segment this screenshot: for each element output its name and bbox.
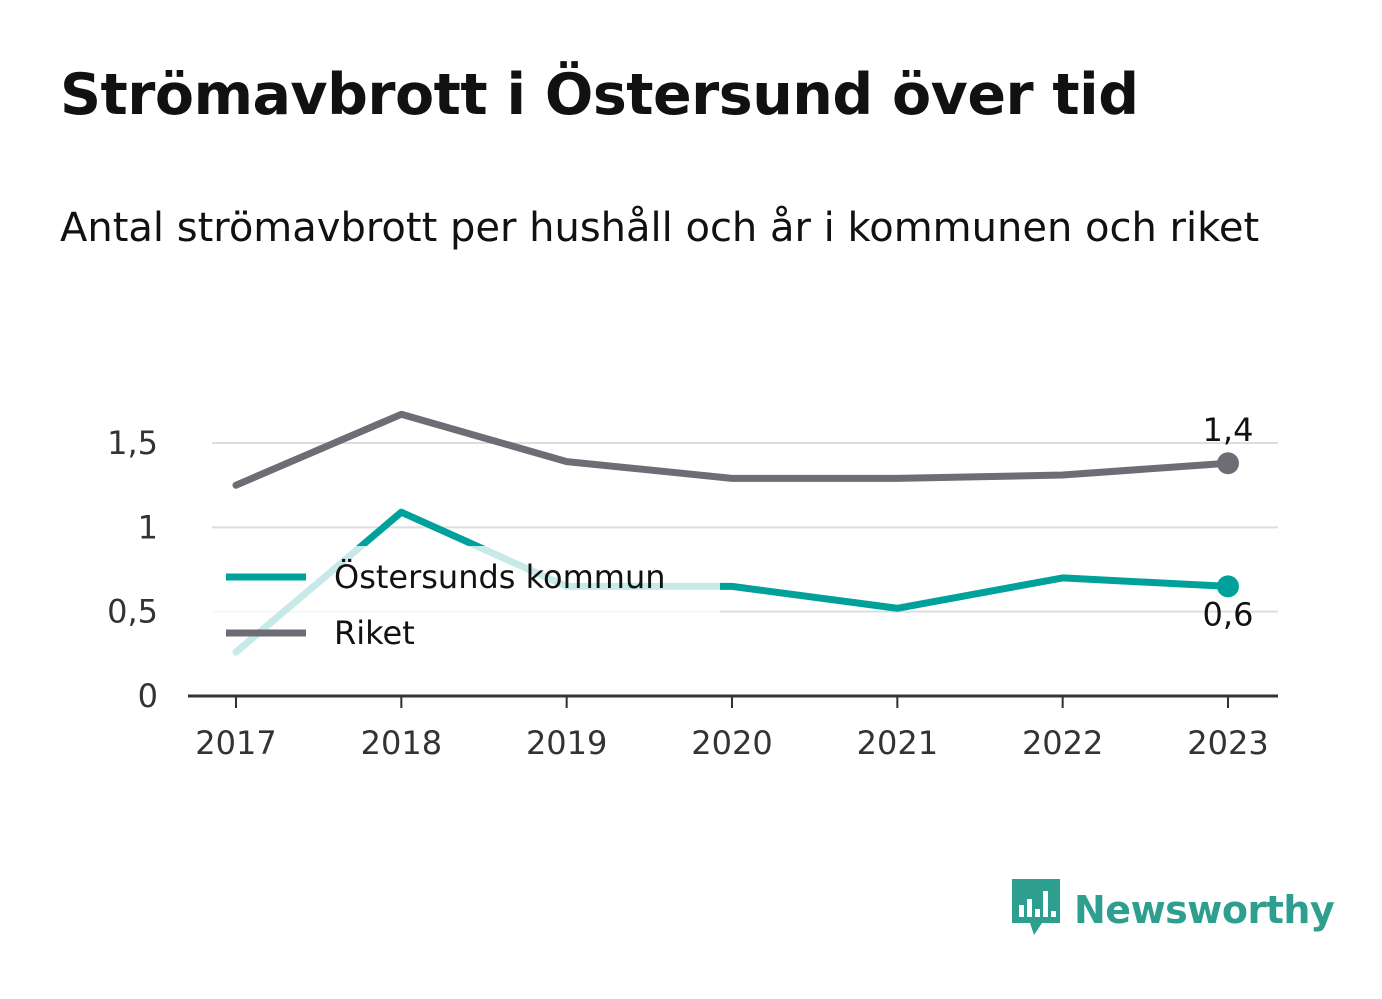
y-tick-label: 1 xyxy=(138,508,158,546)
series-end-point-riket xyxy=(1217,452,1239,475)
legend-label: Östersunds kommun xyxy=(334,558,666,596)
y-tick-label: 1,5 xyxy=(107,424,158,462)
legend: Östersunds kommun Riket xyxy=(212,546,720,664)
newsworthy-logo: Newsworthy xyxy=(1010,877,1335,943)
legend-background xyxy=(212,546,720,664)
data-label-riket: 1,4 xyxy=(1203,411,1254,449)
brand-name: Newsworthy xyxy=(1074,888,1335,932)
series-end-point-kommun xyxy=(1217,575,1239,598)
x-tick-label: 2019 xyxy=(526,724,607,762)
legend-label: Riket xyxy=(334,614,415,652)
x-tick-label: 2022 xyxy=(1022,724,1103,762)
x-tick-label: 2018 xyxy=(361,724,442,762)
y-tick-label: 0,5 xyxy=(107,593,158,631)
x-tick-label: 2021 xyxy=(857,724,938,762)
data-label-kommun: 0,6 xyxy=(1203,595,1254,633)
x-tick-label: 2017 xyxy=(195,724,276,762)
series-layer xyxy=(232,410,1239,656)
bar-chart-speech-bubble-icon xyxy=(1010,877,1062,943)
data-labels: 1,4 0,6 xyxy=(1203,411,1254,633)
chart-title: Strömavbrott i Östersund över tid xyxy=(60,62,1139,128)
x-axis: 2017 2018 2019 2020 2021 2022 2023 xyxy=(188,694,1278,762)
chart-subtitle: Antal strömavbrott per hushåll och år i … xyxy=(60,205,1260,251)
x-tick-label: 2020 xyxy=(691,724,772,762)
y-tick-label: 0 xyxy=(138,677,158,715)
series-line-riket xyxy=(232,410,1232,489)
series-line-kommun xyxy=(232,508,1232,656)
x-tick-label: 2023 xyxy=(1187,724,1268,762)
grid-layer: 0 0,5 1 1,5 xyxy=(107,424,1278,715)
